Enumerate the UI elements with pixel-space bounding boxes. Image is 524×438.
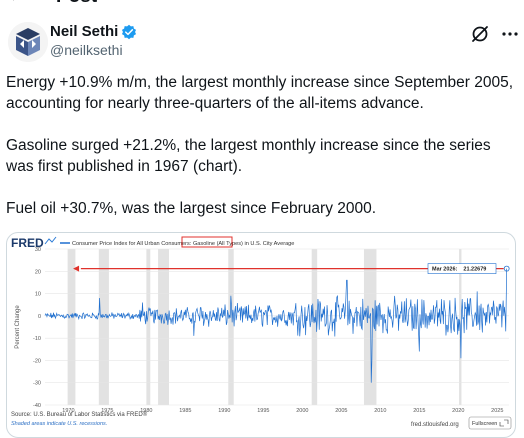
y-tick-label: -20 <box>33 358 41 364</box>
x-tick-label: 2010 <box>374 408 386 414</box>
fred-logo: FRED <box>11 236 44 250</box>
x-tick-label: 2015 <box>413 408 425 414</box>
x-tick-label: 2025 <box>491 408 503 414</box>
title-highlight-box <box>181 236 233 248</box>
post-paragraph: Gasoline surged +21.2%, the largest mont… <box>6 137 491 175</box>
back-arrow-icon[interactable]: ← <box>8 0 24 6</box>
y-tick-label: -30 <box>33 381 41 387</box>
author-name-row: Neil Sethi <box>50 23 137 40</box>
chart-title: Consumer Price Index for All Urban Consu… <box>72 241 294 247</box>
recession-band <box>98 249 109 405</box>
callout-point <box>503 265 510 272</box>
recession-band <box>228 249 234 405</box>
fred-chart: FRED Consumer Price Index for All Urban … <box>11 236 512 430</box>
author-handle[interactable]: @neilksethi <box>50 42 123 58</box>
x-tick-label: 1985 <box>179 408 191 414</box>
callout-box <box>427 263 497 274</box>
recession-band <box>158 249 169 405</box>
plot-area <box>45 249 509 405</box>
x-tick-label: 1995 <box>257 408 269 414</box>
post-paragraph: Energy +10.9% m/m, the largest monthly i… <box>6 74 514 112</box>
chart-title-part: Consumer Price Index for All Urban Consu… <box>72 241 193 247</box>
fullscreen-label: Fullscreen <box>472 421 497 427</box>
series-line <box>44 268 508 383</box>
recession-band <box>311 249 318 405</box>
verified-badge-icon <box>122 24 137 39</box>
chart-title-part: in U.S. City Average <box>243 241 295 247</box>
chart-image[interactable]: FRED Consumer Price Index for All Urban … <box>6 232 516 438</box>
y-axis-ticks: 30 20 10 0 -10 -20 -30 -40 <box>33 247 41 409</box>
page-title: Post <box>56 0 97 8</box>
annotation-arrow-head <box>73 265 80 272</box>
x-tick-label: 1970 <box>62 408 74 414</box>
y-tick-label: 20 <box>35 269 41 275</box>
x-tick-label: 1990 <box>218 408 230 414</box>
callout-label: Mar 2026: <box>432 267 458 273</box>
x-tick-label: 2020 <box>452 408 464 414</box>
y-axis-label: Percent Change <box>15 305 21 349</box>
x-axis-ticks: 1970 1975 1980 1985 1990 1995 2000 2005 2010 2015… <box>62 408 503 414</box>
chart-url: fred.stlouisfed.org <box>411 422 459 428</box>
chart-source: Source: U.S. Bureau of Labor Statistics … <box>11 411 148 418</box>
fullscreen-icon <box>499 419 509 427</box>
post-paragraph: Fuel oil +30.7%, was the largest since F… <box>6 200 377 217</box>
top-bar: ← Post <box>0 0 524 8</box>
y-tick-label: 30 <box>35 247 41 253</box>
chart-title-highlight: Gasoline (All Types) <box>193 241 243 247</box>
more-options-icon[interactable] <box>500 24 520 44</box>
y-tick-label: 10 <box>35 292 41 298</box>
y-tick-label: -10 <box>33 336 41 342</box>
x-tick-label: 1980 <box>140 408 152 414</box>
recession-band <box>67 249 76 405</box>
y-tick-label: -40 <box>33 403 41 409</box>
fred-logo-icon <box>44 236 57 245</box>
recession-band <box>363 249 377 405</box>
x-tick-label: 1975 <box>101 408 113 414</box>
chart-note: Shaded areas indicate U.S. recessions. <box>11 421 107 427</box>
x-tick-label: 2005 <box>335 408 347 414</box>
y-tick-label: 0 <box>38 314 41 320</box>
x-tick-label: 2000 <box>296 408 308 414</box>
author-name[interactable]: Neil Sethi <box>50 23 119 40</box>
avatar-logo-icon <box>8 22 48 62</box>
post-text: Energy +10.9% m/m, the largest monthly i… <box>6 72 516 240</box>
recession-band <box>146 249 151 405</box>
callout-value: 21.22679 <box>463 267 486 273</box>
callout-text: Mar 2026: 21.22679 <box>432 267 486 273</box>
grok-icon[interactable] <box>470 24 490 44</box>
post-header: Neil Sethi @neilksethi <box>0 22 524 62</box>
avatar[interactable] <box>8 22 48 62</box>
